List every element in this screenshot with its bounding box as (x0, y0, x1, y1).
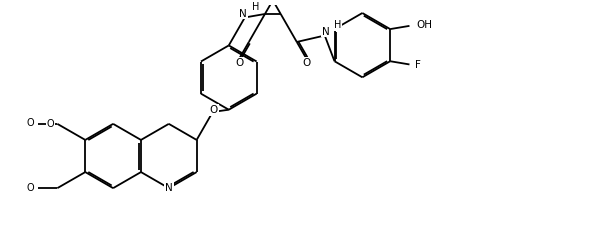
Text: O: O (210, 105, 218, 115)
Text: F: F (415, 61, 421, 70)
Text: OH: OH (416, 20, 433, 30)
Text: O: O (26, 118, 34, 128)
Text: N: N (322, 27, 329, 37)
Text: H: H (252, 2, 259, 12)
Text: N: N (165, 183, 173, 193)
Text: N: N (239, 9, 247, 19)
Text: O: O (26, 183, 34, 193)
Text: O: O (235, 58, 243, 68)
Text: O: O (47, 119, 54, 129)
Text: O: O (302, 58, 310, 68)
Text: H: H (334, 20, 341, 30)
